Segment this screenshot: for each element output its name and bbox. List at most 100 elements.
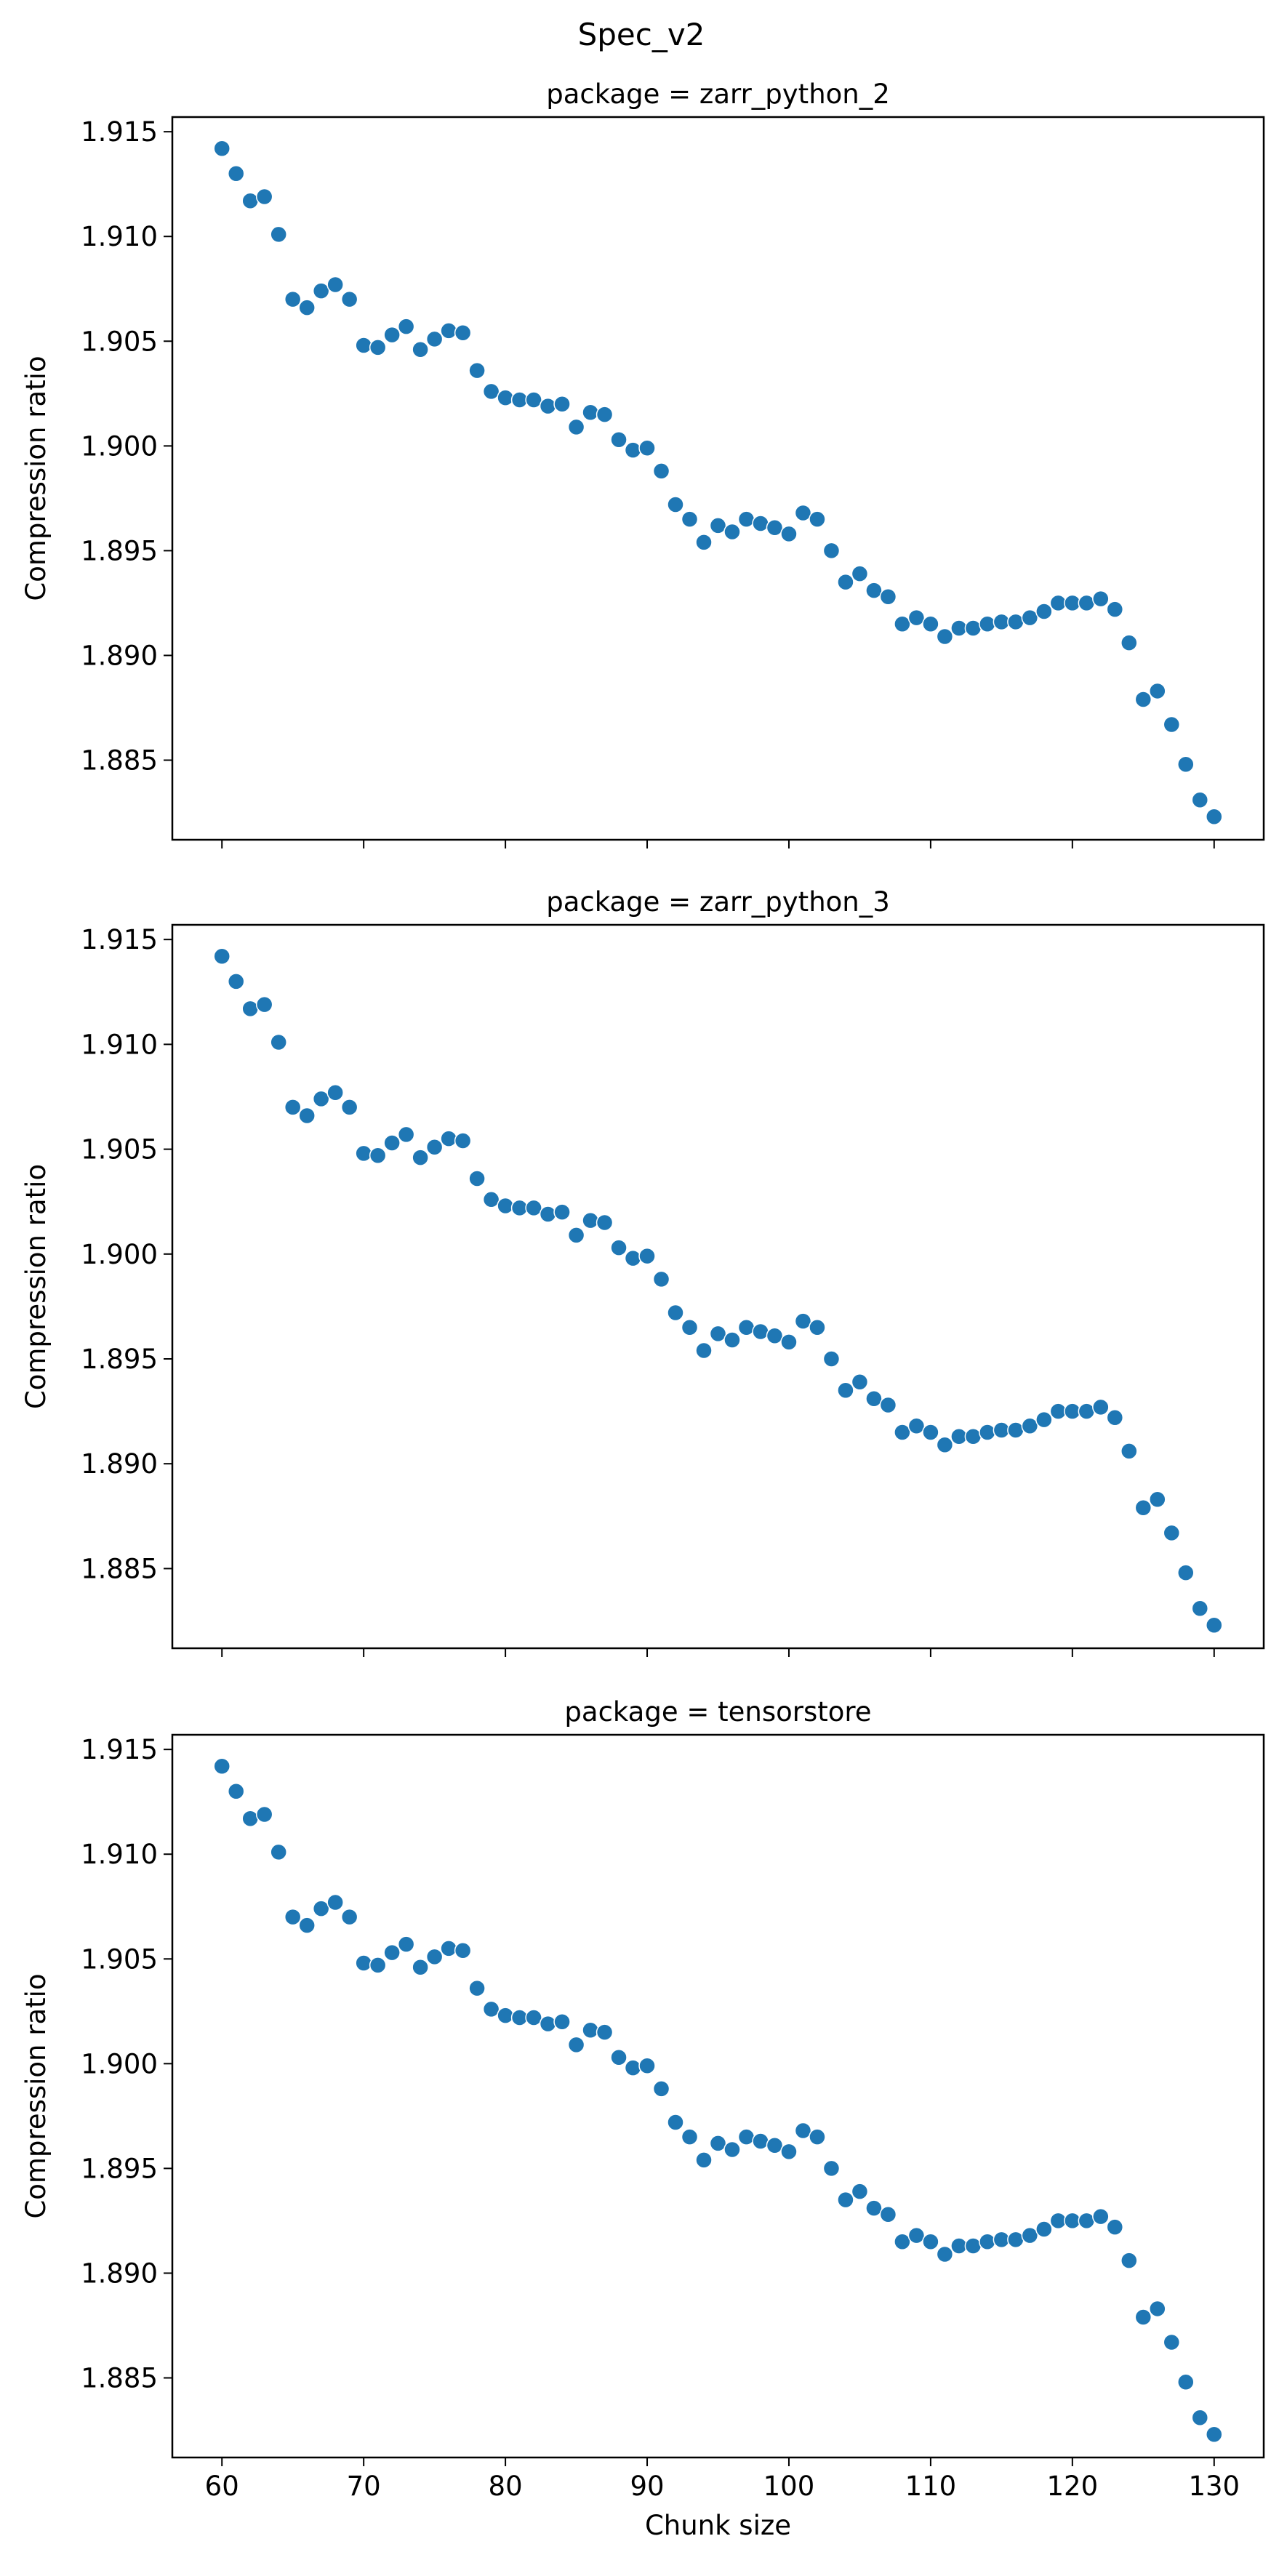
data-point	[695, 1341, 713, 1360]
data-point	[582, 404, 599, 421]
data-point	[879, 1396, 897, 1414]
x-tick-label: 60	[205, 2471, 239, 2502]
data-point	[993, 1421, 1011, 1439]
data-point	[1120, 1443, 1138, 1460]
data-point	[567, 418, 585, 436]
x-tick-label: 70	[347, 2471, 381, 2502]
data-point	[851, 2183, 869, 2200]
panel-title: package = zarr_python_3	[546, 886, 890, 918]
data-point	[1035, 1411, 1053, 1429]
data-point	[340, 1908, 358, 1926]
data-point	[794, 1312, 812, 1330]
y-tick-label: 1.900	[81, 430, 158, 462]
x-tick-label: 120	[1047, 2471, 1099, 2502]
data-point	[482, 2000, 500, 2018]
data-point	[1078, 594, 1096, 612]
x-tick-label: 130	[1188, 2471, 1240, 2502]
data-point	[610, 1239, 628, 1256]
data-point	[907, 2226, 926, 2244]
data-point	[964, 619, 982, 637]
data-point	[397, 1935, 415, 1953]
data-point	[1134, 2308, 1152, 2326]
data-point	[681, 510, 699, 528]
data-point	[1092, 1398, 1110, 1416]
data-point	[837, 2191, 854, 2209]
x-tick-label: 90	[630, 2471, 664, 2502]
data-point	[667, 2114, 684, 2131]
data-point	[652, 462, 670, 480]
data-point	[709, 517, 727, 534]
data-point	[1191, 791, 1209, 809]
data-point	[610, 430, 628, 449]
data-point	[794, 504, 812, 522]
data-point	[270, 225, 287, 244]
data-point	[822, 1350, 841, 1368]
data-point	[737, 2128, 755, 2146]
data-point	[397, 1126, 415, 1144]
data-point	[284, 290, 302, 308]
data-point	[865, 2199, 883, 2217]
data-point	[907, 609, 926, 627]
data-point	[809, 1318, 826, 1336]
data-point	[1007, 613, 1025, 631]
data-point	[851, 1373, 869, 1391]
data-point	[652, 2080, 670, 2098]
data-point	[482, 382, 500, 401]
data-point	[510, 391, 529, 409]
data-point	[936, 2245, 954, 2263]
data-point	[270, 1033, 287, 1051]
data-point	[355, 1144, 372, 1163]
y-tick-label: 1.905	[81, 1943, 158, 1975]
data-point	[440, 1130, 457, 1147]
data-point	[468, 1170, 486, 1187]
data-point	[227, 973, 245, 990]
data-point	[766, 2136, 784, 2154]
data-point	[879, 2206, 897, 2223]
data-point	[922, 2233, 939, 2250]
data-point	[865, 1390, 883, 1408]
data-point	[922, 615, 939, 633]
data-point	[270, 1843, 287, 1861]
data-point	[553, 395, 571, 413]
data-point	[383, 326, 401, 344]
data-point	[525, 1199, 542, 1217]
data-point	[326, 276, 344, 294]
data-point	[907, 1417, 926, 1435]
data-point	[979, 1424, 996, 1441]
panel-title: package = tensorstore	[564, 1696, 871, 1728]
data-point	[964, 2237, 982, 2255]
data-point	[227, 165, 245, 182]
y-tick-label: 1.895	[81, 535, 158, 566]
data-point	[780, 1333, 798, 1351]
data-point	[624, 2059, 642, 2077]
data-point	[1007, 1421, 1025, 1439]
data-point	[326, 1083, 344, 1102]
data-point	[383, 1943, 401, 1962]
data-point	[425, 1948, 444, 1966]
data-point	[894, 1424, 911, 1441]
y-axis-label: Compression ratio	[20, 1164, 52, 1409]
data-point	[582, 2021, 599, 2039]
data-point	[950, 1427, 968, 1445]
data-point	[752, 1323, 769, 1341]
data-point	[497, 2007, 514, 2024]
data-point	[454, 1942, 472, 1959]
data-point	[369, 339, 387, 356]
figure-title: Spec_v2	[578, 17, 705, 52]
data-point	[1149, 1490, 1166, 1508]
data-point	[979, 2233, 996, 2250]
data-point	[695, 534, 713, 551]
facet-panel: package = tensorstore Compression ratio 1.…	[20, 1696, 1265, 2541]
data-point	[809, 2128, 826, 2146]
data-point	[241, 192, 259, 209]
data-point	[312, 282, 330, 300]
panel-title: package = zarr_python_2	[546, 79, 890, 110]
y-axis-label: Compression ratio	[20, 1973, 52, 2218]
data-point	[709, 1325, 727, 1343]
data-point	[383, 1134, 401, 1152]
data-point	[865, 582, 883, 599]
data-point	[837, 573, 854, 591]
data-point	[425, 1138, 444, 1156]
data-point	[1078, 1403, 1096, 1420]
